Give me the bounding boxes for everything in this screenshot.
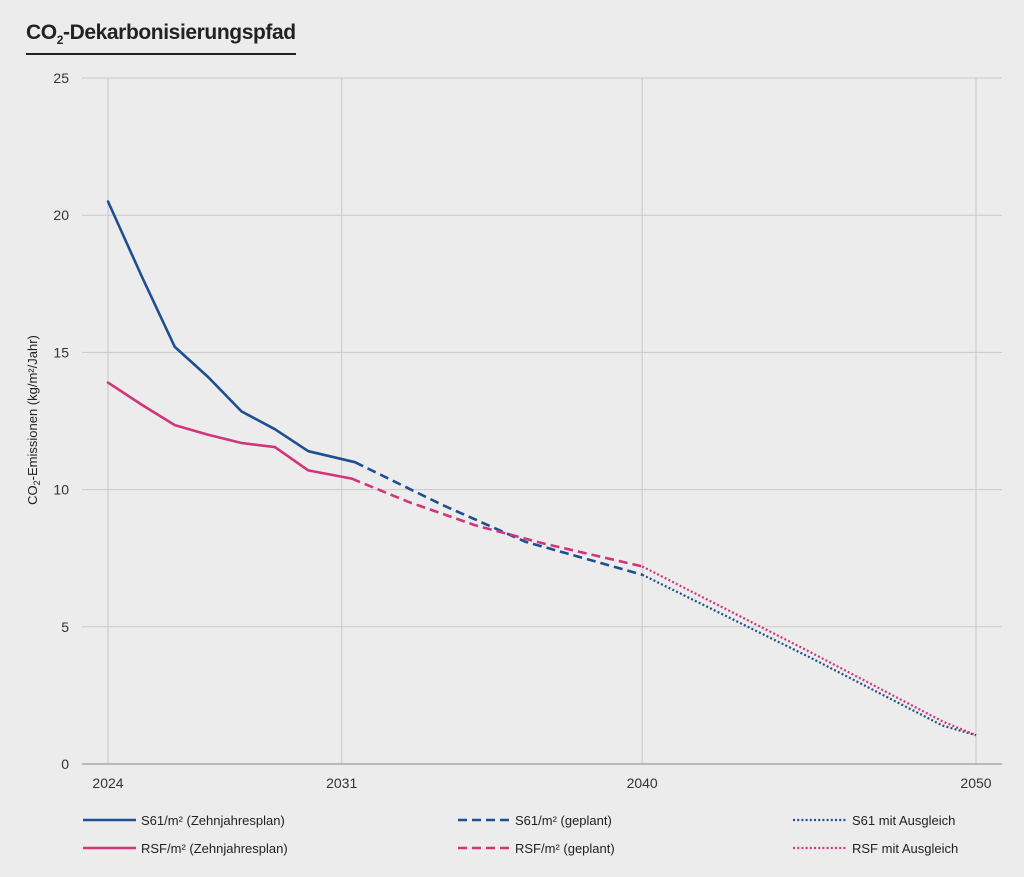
series-line-rsf-solid [106,381,354,480]
legend-label: RSF/m² (geplant) [515,841,615,856]
grid [82,77,1002,764]
x-tick-label: 2050 [960,775,991,791]
chart-title: CO2-Dekarbonisierungspfad [26,20,296,56]
y-tick-label: 25 [53,70,69,86]
legend-label: RSF/m² (Zehnjahresplan) [141,841,288,856]
chart-title-subscript: 2 [56,33,64,48]
y-tick-label: 0 [61,756,69,772]
series-line-s61-dashed [354,461,643,576]
x-tick-label: 2024 [92,775,123,791]
y-axis-title: CO2-Emissionen (kg/m²/Jahr) [25,335,42,505]
y-tick-label: 20 [53,207,69,223]
series-line-s61-dotted [641,573,977,737]
y-axis-title-prefix: CO [25,485,40,505]
series-line-rsf-dotted [641,565,977,737]
y-axis-title-suffix: -Emissionen (kg/m²/Jahr) [25,335,40,480]
y-tick-label: 10 [53,482,69,498]
legend-label: S61 mit Ausgleich [852,813,955,828]
legend: S61/m² (Zehnjahresplan) S61/m² (geplant) S… [83,813,958,856]
legend-label: S61/m² (geplant) [515,813,612,828]
x-tick-label: 2031 [326,775,357,791]
chart-title-prefix: CO [26,21,57,44]
y-axis-title-subscript: 2 [32,480,42,485]
chart-title-suffix: -Dekarbonisierungspfad [62,21,296,44]
legend-label: S61/m² (Zehnjahresplan) [141,813,285,828]
series-line-s61-solid [106,200,357,464]
y-tick-label: 15 [53,344,69,360]
axes: 0 5 10 15 20 25 2024 2031 2040 2050 [53,70,1002,791]
legend-label: RSF mit Ausgleich [852,841,958,856]
series-line-rsf-dashed [351,477,643,568]
y-tick-label: 5 [61,619,69,635]
x-tick-label: 2040 [627,775,658,791]
series-group [106,200,977,737]
